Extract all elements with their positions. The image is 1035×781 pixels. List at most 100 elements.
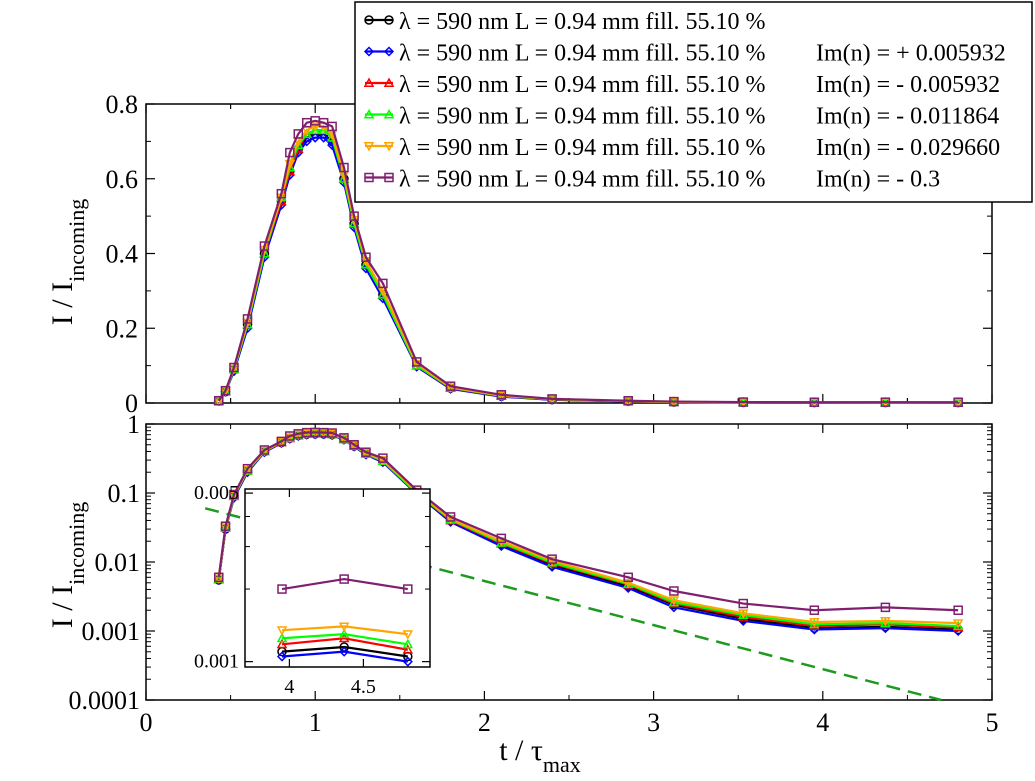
bottom-series-point-4 xyxy=(622,578,634,589)
legend: λ = 590 nm L = 0.94 mm fill. 55.10 % λ = … xyxy=(354,1,1033,203)
bottom-series-point-5 xyxy=(738,598,749,609)
top-series-point-5 xyxy=(953,397,963,408)
legend-entry-label-1: λ = 590 nm L = 0.94 mm fill. 55.10 % xyxy=(399,41,765,67)
top-series-point-5 xyxy=(259,241,270,251)
x-tick-label: 0 xyxy=(140,708,153,737)
inset-y-tick-label: 0.001 xyxy=(194,651,239,673)
inset-series-point-3 xyxy=(338,628,350,639)
inset-series-point-4 xyxy=(402,630,414,640)
inset-series-point-1 xyxy=(339,646,350,657)
top-series-point-4 xyxy=(309,122,321,132)
bottom-series-point-5 xyxy=(349,440,359,450)
legend-entry-label-0: λ = 590 nm L = 0.94 mm fill. 55.10 % xyxy=(399,9,765,35)
inset-series-point-1 xyxy=(276,651,288,662)
x-axis-label: t / τmax xyxy=(499,734,581,777)
top-series-point-5 xyxy=(809,397,820,408)
legend-swatch-marker-4 xyxy=(383,142,395,152)
x-tick-label: 1 xyxy=(309,708,322,737)
bottom-series-point-5 xyxy=(220,521,231,531)
legend-entry-im-5: Im(n) = - 0.3 xyxy=(816,167,940,193)
top-series-point-5 xyxy=(285,147,295,158)
inset-series-point-3 xyxy=(402,638,414,649)
bottom-series-point-5 xyxy=(623,572,633,583)
bottom-y-tick-label: 0.0001 xyxy=(69,686,141,715)
legend-swatch-marker-3 xyxy=(363,108,375,119)
inset-series-line-2 xyxy=(281,637,408,651)
legend-swatch-marker-0 xyxy=(364,15,374,25)
inset-series-point-2 xyxy=(402,644,414,654)
bottom-series-point-5 xyxy=(445,512,456,522)
inset-series-line-4 xyxy=(281,625,408,636)
legend-entry-label-5: λ = 590 nm L = 0.94 mm fill. 55.10 % xyxy=(399,167,765,193)
x-tick-label: 2 xyxy=(478,708,491,737)
legend-swatch-marker-1 xyxy=(363,46,375,57)
bottom-series-point-5 xyxy=(361,447,371,457)
legend-swatch-marker-5 xyxy=(384,172,394,183)
top-y-tick-label: 0.4 xyxy=(106,240,139,269)
legend-swatch-marker-4 xyxy=(363,142,375,152)
bottom-series-point-5 xyxy=(242,463,253,474)
inset-series-line-5 xyxy=(281,577,408,591)
inset-panel: 4 4.5 0.001 0.005 xyxy=(194,482,431,698)
bottom-series-point-4 xyxy=(809,618,820,628)
bottom-series-point-4 xyxy=(546,556,558,567)
bottom-panel: 0 1 2 3 4 5 0.0001 0.001 0.01 0.1 1 xyxy=(69,410,999,737)
bottom-series-point-5 xyxy=(327,428,337,438)
inset-x-tick-label: 4.5 xyxy=(351,676,376,698)
top-series-point-5 xyxy=(229,362,239,373)
bottom-series-point-2 xyxy=(809,620,820,630)
bottom-series-point-5 xyxy=(229,489,239,500)
bottom-series-point-5 xyxy=(953,605,963,615)
top-series-point-5 xyxy=(445,381,456,391)
legend-swatch-marker-1 xyxy=(383,46,395,57)
top-series-point-5 xyxy=(327,121,337,132)
legend-entry-im-1: Im(n) = + 0.005932 xyxy=(816,41,1006,67)
top-series-point-5 xyxy=(361,252,371,262)
x-tick-label: 4 xyxy=(816,708,829,737)
inset-series-line-3 xyxy=(281,633,408,646)
top-y-tick-label: 0.6 xyxy=(106,165,139,194)
bottom-series-point-5 xyxy=(214,572,224,583)
inset-series-point-2 xyxy=(276,638,288,649)
top-series-point-1 xyxy=(310,132,321,143)
legend-entry-im-2: Im(n) = - 0.005932 xyxy=(816,72,1000,98)
bottom-y-tick-label: 1 xyxy=(127,410,140,439)
inset-series-point-1 xyxy=(402,656,413,667)
top-series-point-5 xyxy=(276,188,287,199)
top-series-point-5 xyxy=(880,397,891,407)
x-tick-label: 3 xyxy=(647,708,660,737)
top-y-tick-label: 0 xyxy=(125,389,138,418)
bottom-y-tick-label: 0.01 xyxy=(95,548,141,577)
inset-series-line-1 xyxy=(281,650,408,663)
bottom-series-point-5 xyxy=(547,554,557,564)
inset-series-point-4 xyxy=(276,626,288,636)
x-tick-label: 5 xyxy=(986,708,999,737)
top-y-axis-label: I / Iincoming xyxy=(46,199,89,325)
top-series-point-5 xyxy=(349,211,359,221)
top-series-point-5 xyxy=(339,162,349,173)
top-series-point-5 xyxy=(220,385,231,396)
legend-box xyxy=(354,1,1033,203)
bottom-series-point-4 xyxy=(738,609,749,619)
bottom-series-point-5 xyxy=(378,453,388,463)
bottom-series-point-5 xyxy=(339,433,349,443)
exponential-fit-dashed-line xyxy=(204,507,942,702)
bottom-y-tick-label: 0.1 xyxy=(108,479,141,508)
inset-series-point-5 xyxy=(403,584,413,594)
bottom-series-point-4 xyxy=(952,619,964,629)
top-y-tick-label: 0.8 xyxy=(106,90,139,119)
top-series-point-5 xyxy=(293,129,304,139)
bottom-series-point-5 xyxy=(276,436,287,447)
bottom-series-point-2 xyxy=(738,611,749,621)
legend-entry-im-4: Im(n) = - 0.029660 xyxy=(816,135,1000,161)
top-series-point-5 xyxy=(738,397,749,407)
top-y-tick-label: 0.2 xyxy=(106,314,139,343)
top-series-point-3 xyxy=(318,124,329,135)
bottom-series-point-3 xyxy=(952,620,964,630)
bottom-series-line-5 xyxy=(217,431,959,612)
bottom-series-point-4 xyxy=(668,596,680,606)
bottom-series-point-5 xyxy=(880,602,891,613)
bottom-y-tick-label: 0.001 xyxy=(82,617,141,646)
inset-series-point-3 xyxy=(276,632,288,643)
